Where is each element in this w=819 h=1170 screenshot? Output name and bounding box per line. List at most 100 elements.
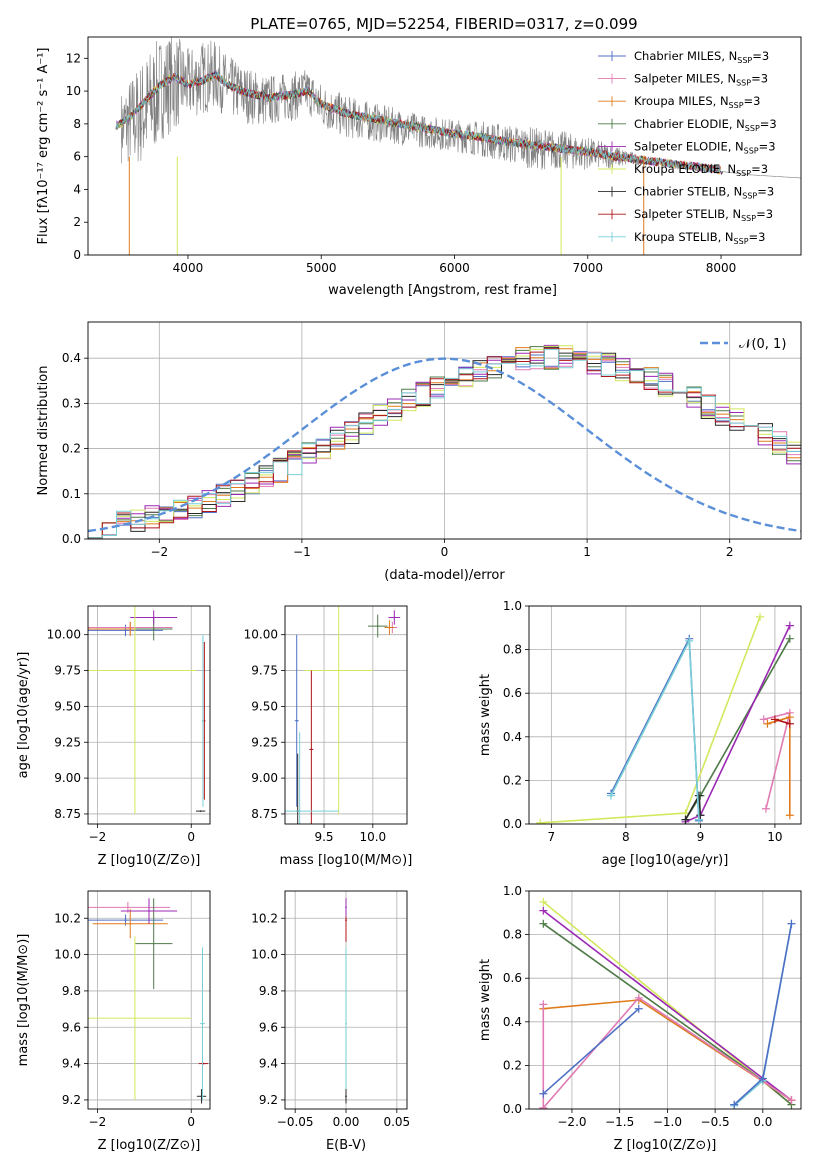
series-marker xyxy=(763,719,772,728)
x-tick-label: −2 xyxy=(150,545,168,559)
y-tick-label: 0.1 xyxy=(62,487,81,501)
age-vs-Z-plot xyxy=(88,606,206,814)
y-tick-label: 10.00 xyxy=(244,628,278,642)
series-marker xyxy=(730,1100,739,1109)
y-tick-label: 0.4 xyxy=(503,730,522,744)
mass-vs-Z-x-label: Z [log10(Z/Z⊙)] xyxy=(98,1138,201,1153)
data-point xyxy=(295,719,298,722)
data-point xyxy=(337,669,340,672)
x-tick-label: −2 xyxy=(89,830,107,844)
spectrum-plot xyxy=(115,37,801,255)
x-tick-label: 5000 xyxy=(306,261,337,275)
y-tick-label: 2 xyxy=(73,215,81,229)
data-point xyxy=(376,625,379,627)
y-tick-label: 9.4 xyxy=(259,1057,278,1071)
data-point xyxy=(202,719,204,722)
y-tick-label: 9.6 xyxy=(259,1020,278,1034)
series-line xyxy=(685,625,791,823)
data-point xyxy=(201,1022,204,1025)
x-tick-label: 10 xyxy=(767,830,782,844)
y-tick-label: 9.2 xyxy=(259,1093,278,1107)
spectrum-axes: 4000 5000 6000 7000 8000 0 2 4 6 8 10 12 xyxy=(66,51,737,275)
model-line xyxy=(115,71,721,174)
y-tick-label: 9.6 xyxy=(62,1020,81,1034)
y-tick-label: 9.00 xyxy=(251,771,278,785)
series-line xyxy=(542,1008,640,1095)
series-marker xyxy=(785,634,794,643)
y-tick-label: 10.2 xyxy=(251,911,278,925)
histogram-step xyxy=(88,345,801,539)
histogram-step xyxy=(88,346,801,539)
y-tick-label: 0.6 xyxy=(503,971,522,985)
x-tick-label: 0.05 xyxy=(383,1115,410,1129)
x-tick-label: −1.5 xyxy=(605,1115,634,1129)
x-tick-label: 7 xyxy=(548,830,556,844)
x-tick-label: 1 xyxy=(583,545,591,559)
x-tick-label: 6000 xyxy=(439,261,470,275)
data-point xyxy=(152,616,155,619)
data-point xyxy=(129,922,132,925)
y-tick-label: 0.4 xyxy=(503,1015,522,1029)
spectrum-frame xyxy=(87,36,802,256)
y-tick-label: 4 xyxy=(73,182,81,196)
y-tick-label: 8 xyxy=(73,117,81,131)
data-point xyxy=(388,626,391,629)
y-tick-label: 0 xyxy=(73,248,81,262)
y-tick-label: 0.3 xyxy=(62,396,81,410)
y-tick-label: 9.4 xyxy=(62,1057,81,1071)
series-line xyxy=(610,637,700,820)
series-marker xyxy=(606,791,615,800)
mass-weight-vs-age-y-label: mass weight xyxy=(478,674,493,756)
y-tick-label: 9.25 xyxy=(54,735,81,749)
x-tick-label: 8 xyxy=(622,830,630,844)
mass-vs-ebv-axes: −0.05 0.00 0.05 9.2 9.4 9.6 9.8 10.0 10.2 xyxy=(251,891,410,1129)
series-marker xyxy=(681,815,690,824)
y-tick-label: 10.0 xyxy=(251,948,278,962)
legend-label: Kroupa ELODIE, NSSP=3 xyxy=(634,162,768,178)
series-marker xyxy=(539,906,548,915)
figure-title: PLATE=0765, MJD=52254, FIBERID=0317, z=0… xyxy=(250,15,637,33)
age-vs-mass-plot xyxy=(285,606,401,824)
series-marker xyxy=(539,1103,548,1109)
series-marker xyxy=(759,715,768,724)
data-point xyxy=(345,906,347,909)
series-marker xyxy=(787,919,796,928)
mass-weight-vs-Z-y-label: mass weight xyxy=(478,959,493,1041)
y-tick-label: 0.0 xyxy=(62,532,81,546)
x-tick-label: −0.5 xyxy=(701,1115,730,1129)
y-tick-label: 0.8 xyxy=(503,928,522,942)
y-tick-label: 9.8 xyxy=(62,984,81,998)
legend-label: Chabrier STELIB, NSSP=3 xyxy=(634,185,774,201)
histogram-step xyxy=(88,346,801,539)
histogram-step xyxy=(88,344,801,539)
mass-weight-vs-age-axes: 7 8 9 10 0.0 0.2 0.4 0.6 0.8 1.0 xyxy=(503,599,801,844)
age-vs-Z-y-label: age [log10(age/yr)] xyxy=(16,652,31,779)
mass-vs-Z-frame xyxy=(87,890,211,1110)
y-tick-label: 0.2 xyxy=(503,1058,522,1072)
data-point xyxy=(148,910,150,912)
data-point xyxy=(345,1095,347,1098)
mass-weight-vs-Z-x-label: Z [log10(Z/Z⊙)] xyxy=(614,1138,717,1153)
histogram-step xyxy=(88,347,801,539)
spectrum-x-label: wavelength [Angstrom, rest frame] xyxy=(328,283,557,298)
x-tick-label: 0.0 xyxy=(753,1115,772,1129)
x-tick-label: 0 xyxy=(187,1115,195,1129)
residuals-axes: −2 −1 0 1 2 0.0 0.1 0.2 0.3 0.4 xyxy=(62,322,801,559)
legend-label: Kroupa STELIB, NSSP=3 xyxy=(634,230,765,246)
legend-label: 𝒩(0, 1) xyxy=(739,337,786,352)
y-tick-label: 0.4 xyxy=(62,351,81,365)
y-tick-label: 6 xyxy=(73,150,81,164)
y-tick-label: 9.2 xyxy=(62,1093,81,1107)
y-tick-label: 0.6 xyxy=(503,686,522,700)
series-line xyxy=(774,718,791,725)
x-tick-label: 0 xyxy=(187,830,195,844)
y-tick-label: 0.8 xyxy=(503,643,522,657)
data-point xyxy=(134,669,136,672)
x-tick-label: −1.0 xyxy=(653,1115,682,1129)
data-point xyxy=(152,942,155,945)
series-marker xyxy=(694,815,703,824)
y-tick-label: 9.8 xyxy=(259,984,278,998)
series-marker xyxy=(536,818,545,824)
age-vs-mass-frame xyxy=(284,605,408,825)
y-tick-label: 0.2 xyxy=(62,442,81,456)
